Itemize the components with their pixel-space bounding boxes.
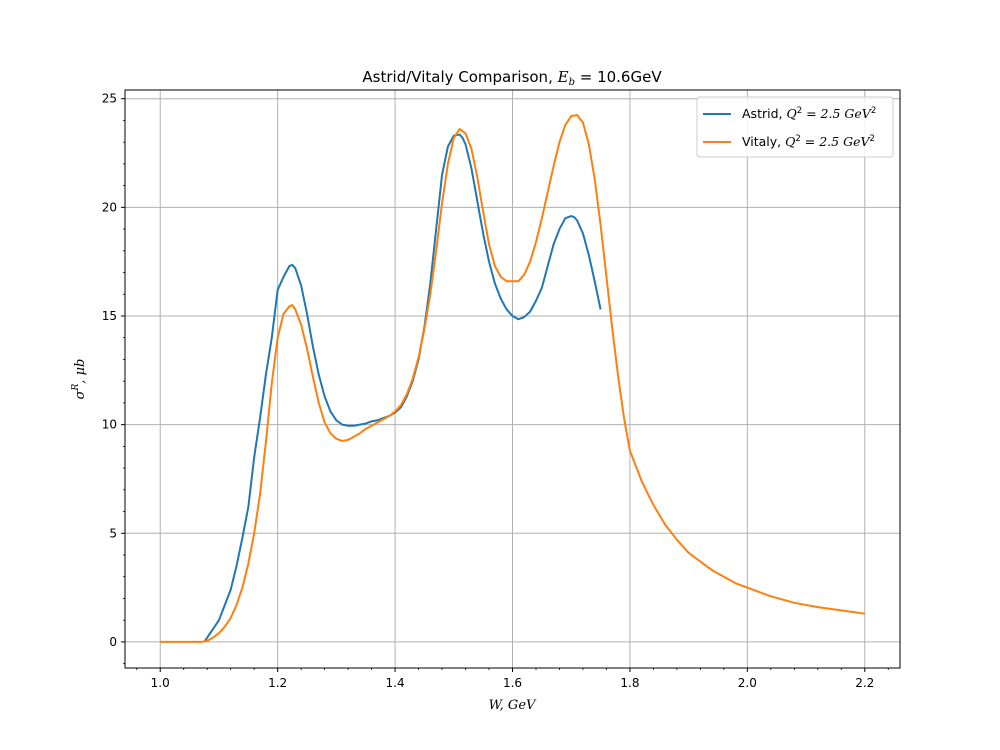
legend-label-vitaly: Vitaly, Q2 = 2.5 GeV2 bbox=[742, 134, 875, 149]
chart-title: Astrid/Vitaly Comparison, Eb = 10.6GeV bbox=[362, 68, 662, 88]
y-tick-label: 5 bbox=[109, 526, 117, 540]
y-tick-label: 10 bbox=[102, 418, 117, 432]
x-tick-label: 1.0 bbox=[151, 676, 170, 690]
ticks: 1.0 1.2 1.4 1.6 1.8 2.0 2.2 0 5 10 15 20 25 bbox=[102, 92, 889, 690]
y-tick-label: 0 bbox=[109, 635, 117, 649]
y-tick-label: 15 bbox=[102, 309, 117, 323]
x-tick-label: 1.2 bbox=[268, 676, 287, 690]
series-group bbox=[160, 113, 865, 643]
title-math: E bbox=[557, 68, 569, 86]
legend-vitaly-sup: 2 bbox=[795, 134, 800, 144]
legend-box bbox=[696, 96, 894, 158]
title-subscript: b bbox=[569, 77, 575, 88]
y-tick-label: 25 bbox=[102, 92, 117, 106]
x-tick-label: 2.2 bbox=[855, 676, 874, 690]
y-label-rest: , μb bbox=[73, 359, 88, 384]
x-tick-label: 1.4 bbox=[386, 676, 405, 690]
x-tick-label: 1.8 bbox=[620, 676, 639, 690]
x-axis-label: W, GeV bbox=[489, 698, 537, 713]
legend-astrid-sup: 2 bbox=[797, 106, 802, 116]
legend-astrid-mid: = 2.5 GeV bbox=[802, 106, 873, 121]
legend-vitaly-sup2: 2 bbox=[870, 134, 875, 144]
legend-astrid-sup2: 2 bbox=[871, 106, 876, 116]
series-line-vitaly bbox=[160, 113, 865, 643]
y-label-sigma: σ bbox=[73, 389, 88, 399]
legend-vitaly-math: Q bbox=[785, 134, 795, 149]
title-suffix: = 10.6GeV bbox=[575, 68, 662, 86]
x-tick-label: 1.6 bbox=[503, 676, 522, 690]
title-prefix: Astrid/Vitaly Comparison, bbox=[362, 68, 557, 86]
y-tick-label: 20 bbox=[102, 200, 117, 214]
y-axis-label: σR, μb bbox=[71, 359, 88, 400]
legend-vitaly-prefix: Vitaly, bbox=[742, 134, 785, 149]
y-label-sup: R bbox=[71, 383, 81, 391]
legend: Astrid, Q2 = 2.5 GeV2 Vitaly, Q2 = 2.5 G… bbox=[696, 96, 894, 158]
x-tick-label: 2.0 bbox=[738, 676, 757, 690]
legend-astrid-math: Q bbox=[786, 106, 796, 121]
legend-astrid-prefix: Astrid, bbox=[742, 106, 786, 121]
legend-label-astrid: Astrid, Q2 = 2.5 GeV2 bbox=[742, 106, 876, 121]
legend-vitaly-mid: = 2.5 GeV bbox=[801, 134, 872, 149]
series-line-astrid bbox=[203, 133, 602, 643]
